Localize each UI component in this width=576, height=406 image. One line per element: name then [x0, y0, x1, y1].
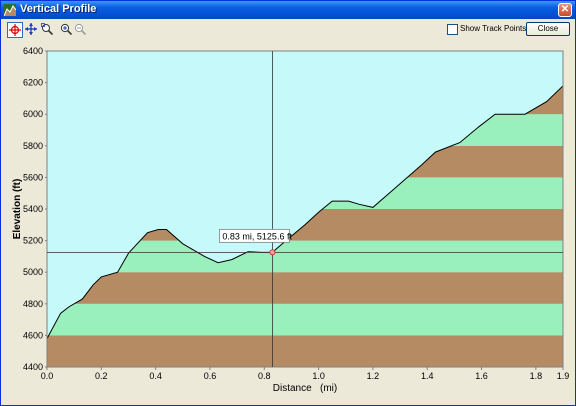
zoom-box-tool-icon[interactable]: [40, 22, 56, 38]
zoom-out-icon[interactable]: [73, 22, 89, 38]
y-tick-label: 4800: [23, 299, 43, 309]
show-track-points-checkbox[interactable]: [447, 24, 458, 35]
chart-axes: 4400 4600 4800 5000 5200 5400 5600 5800 6000 6200…: [23, 46, 569, 381]
x-tick-label: 0.6: [204, 371, 217, 381]
elevation-chart[interactable]: 4400 4600 4800 5000 5200 5400 5600 5800 6000 6200…: [1, 41, 575, 401]
x-tick-label: 1.4: [421, 371, 434, 381]
y-tick-label: 5200: [23, 236, 43, 246]
y-tick-label: 5000: [23, 267, 43, 277]
crosshair-tool-icon[interactable]: [7, 22, 23, 38]
x-tick-label: 0.8: [258, 371, 271, 381]
y-tick-label: 6400: [23, 46, 43, 56]
cursor-tooltip: 0.83 mi, 5125.6 ft: [219, 228, 292, 243]
zoom-in-icon[interactable]: [59, 22, 75, 38]
window-title: Vertical Profile: [20, 3, 97, 15]
window-close-icon[interactable]: ✕: [558, 3, 572, 17]
title-bar[interactable]: Vertical Profile ✕: [1, 1, 575, 19]
x-tick-label: 0.4: [149, 371, 162, 381]
y-tick-label: 4600: [23, 330, 43, 340]
x-axis-label: Distance (mi): [273, 383, 337, 394]
x-tick-label: 1.8: [530, 371, 543, 381]
close-button[interactable]: Close: [526, 22, 570, 36]
x-tick-label: 1.2: [367, 371, 380, 381]
x-tick-label: 1.0: [312, 371, 325, 381]
cursor-marker: [269, 249, 276, 256]
x-tick-label: 0.0: [41, 371, 54, 381]
cursor-tooltip-text: 0.83 mi, 5125.6 ft: [222, 231, 292, 241]
y-tick-label: 6000: [23, 109, 43, 119]
y-tick-label: 5600: [23, 172, 43, 182]
elevation-band: [47, 335, 563, 367]
x-tick-label: 1.9: [557, 371, 570, 381]
toolbar: Show Track Points Close: [5, 21, 571, 41]
pan-tool-icon[interactable]: [24, 22, 40, 38]
y-tick-label: 5400: [23, 204, 43, 214]
y-axis-label: Elevation (ft): [12, 179, 23, 240]
x-tick-label: 1.6: [475, 371, 488, 381]
x-tick-label: 0.2: [95, 371, 108, 381]
elevation-band: [47, 272, 563, 304]
y-tick-label: 4400: [23, 362, 43, 372]
app-icon: [4, 4, 16, 16]
y-tick-label: 6200: [23, 78, 43, 88]
y-tick-label: 5800: [23, 141, 43, 151]
elevation-band: [47, 303, 563, 336]
show-track-points-label[interactable]: Show Track Points: [460, 24, 527, 33]
